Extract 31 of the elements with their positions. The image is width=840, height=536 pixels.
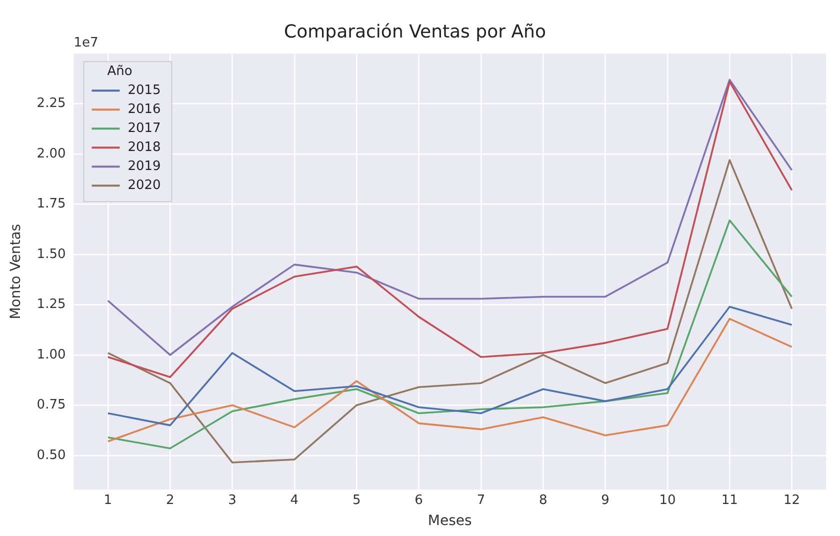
chart-title: Comparación Ventas por Año bbox=[284, 21, 546, 42]
text: 1e7 bbox=[74, 35, 98, 50]
y-tick-label: 0.50 bbox=[36, 448, 66, 463]
y-axis-title: Monto Ventas bbox=[8, 224, 24, 320]
x-tick-label: 8 bbox=[538, 492, 548, 508]
x-tick-label: 6 bbox=[414, 492, 423, 508]
y-tick-label: 1.00 bbox=[36, 347, 66, 362]
y-tick-label: 1.25 bbox=[36, 297, 66, 312]
x-tick-label: 1 bbox=[104, 492, 112, 508]
x-tick-label: 12 bbox=[784, 492, 800, 508]
x-tick-label: 5 bbox=[352, 492, 361, 508]
y-tick-label: 2.00 bbox=[36, 146, 66, 162]
legend-title: Año bbox=[107, 64, 132, 79]
x-tick-label: 11 bbox=[721, 492, 738, 508]
y-tick-label: 0.75 bbox=[36, 398, 66, 413]
legend-label: 2020 bbox=[128, 178, 161, 193]
x-tick-label: 7 bbox=[476, 492, 486, 508]
x-axis-title: Meses bbox=[428, 513, 472, 530]
x-tick-label: 10 bbox=[659, 492, 676, 508]
y-tick-label: 1.75 bbox=[36, 196, 66, 212]
legend-label: 2015 bbox=[128, 82, 161, 98]
y-tick-label: 1.50 bbox=[36, 246, 66, 262]
x-tick-label: 2 bbox=[166, 492, 174, 508]
x-tick-label: 4 bbox=[290, 492, 299, 508]
legend-label: 2019 bbox=[128, 158, 161, 174]
x-tick-label: 9 bbox=[601, 492, 610, 508]
legend-label: 2016 bbox=[128, 102, 161, 117]
x-tick-label: 3 bbox=[228, 492, 236, 508]
y-tick-label: 2.25 bbox=[36, 96, 66, 112]
legend-label: 2018 bbox=[128, 140, 161, 155]
legend-label: 2017 bbox=[128, 120, 161, 136]
